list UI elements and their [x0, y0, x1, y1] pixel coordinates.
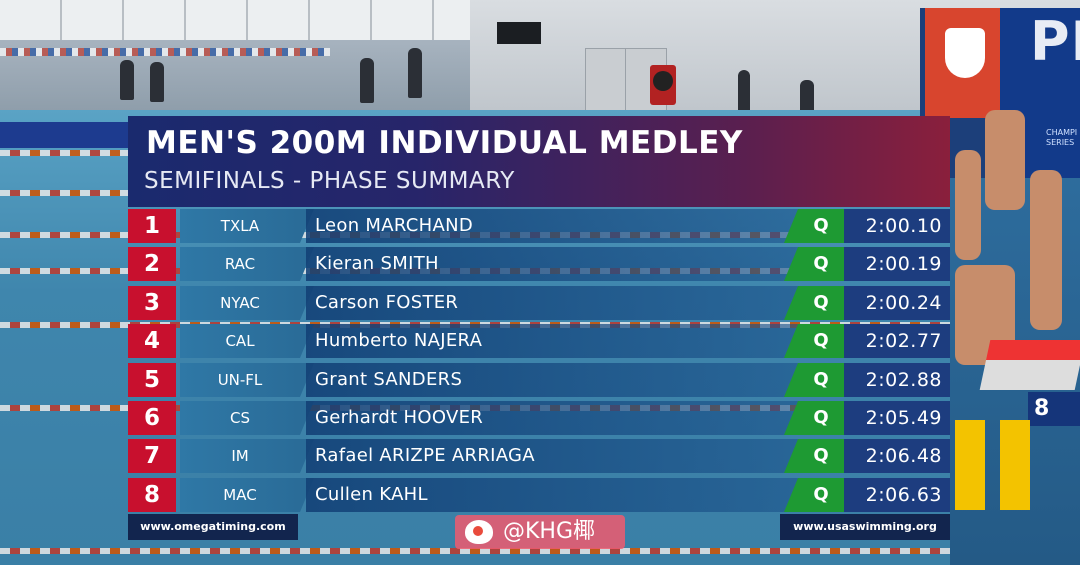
flag-string — [0, 48, 330, 56]
banner-small-text: CHAMPI SERIES — [1046, 128, 1078, 147]
rank: 6 — [128, 400, 176, 435]
swimmer — [985, 110, 1025, 210]
official — [800, 80, 814, 112]
club-code: IM — [180, 439, 314, 474]
club-code: MAC — [180, 477, 314, 512]
banner-text: PR — [1030, 10, 1080, 73]
qualifier-badge: Q — [784, 362, 844, 397]
qualifier-badge: Q — [784, 285, 844, 320]
result-time: 2:00.10 — [844, 209, 950, 243]
athlete-name: Cullen KAHL — [315, 483, 428, 505]
qualifier-badge: Q — [784, 477, 844, 512]
name-bar — [306, 477, 798, 512]
result-time: 2:06.48 — [844, 439, 950, 474]
usa-swimming-shield-icon — [945, 28, 985, 78]
touchpad — [955, 420, 985, 510]
name-bar — [306, 400, 798, 435]
club-code: CS — [180, 400, 314, 435]
athlete-name: Carson FOSTER — [315, 291, 459, 313]
event-title: MEN'S 200M INDIVIDUAL MEDLEY — [146, 125, 743, 161]
result-time: 2:02.77 — [844, 324, 950, 359]
athlete-name: Grant SANDERS — [315, 368, 463, 390]
result-row: 2 RAC Kieran SMITH Q 2:00.19 — [128, 245, 950, 283]
name-bar — [306, 362, 798, 397]
result-time: 2:02.88 — [844, 362, 950, 397]
result-row: 1 TXLA Leon MARCHAND Q 2:00.10 — [128, 207, 950, 245]
name-bar — [306, 324, 798, 359]
athlete-name: Gerhardt HOOVER — [315, 406, 484, 428]
rank: 5 — [128, 362, 176, 397]
qualifier-badge: Q — [784, 247, 844, 282]
athlete-name: Kieran SMITH — [315, 253, 439, 275]
event-subtitle: SEMIFINALS - PHASE SUMMARY — [144, 168, 515, 194]
name-bar — [306, 285, 798, 320]
result-row: 7 IM Rafael ARIZPE ARRIAGA Q 2:06.48 — [128, 437, 950, 475]
event-header: MEN'S 200M INDIVIDUAL MEDLEY SEMIFINALS … — [128, 116, 950, 207]
spectator — [360, 58, 374, 103]
qualifier-badge: Q — [784, 209, 844, 243]
rank: 7 — [128, 439, 176, 474]
ceiling-grid — [0, 0, 470, 40]
club-code: TXLA — [180, 209, 314, 243]
result-row: 6 CS Gerhardt HOOVER Q 2:05.49 — [128, 399, 950, 437]
rank: 8 — [128, 477, 176, 512]
spectator — [120, 60, 134, 100]
club-code: NYAC — [180, 285, 314, 320]
omega-timing-url: www.omegatiming.com — [128, 514, 298, 540]
athlete-name: Leon MARCHAND — [315, 215, 474, 236]
block-number: 8 — [1028, 392, 1080, 426]
swimmer — [1030, 170, 1062, 330]
name-bar — [306, 247, 798, 282]
pace-clock — [650, 65, 676, 105]
championship-banner-left — [0, 122, 128, 148]
spectator — [408, 48, 422, 98]
touchpad — [1000, 420, 1030, 510]
club-code: RAC — [180, 247, 314, 282]
result-time: 2:00.24 — [844, 285, 950, 320]
result-time: 2:05.49 — [844, 400, 950, 435]
door-left — [585, 48, 627, 112]
result-time: 2:00.19 — [844, 247, 950, 282]
watermark: @KHG椰 — [455, 515, 625, 549]
weibo-icon — [465, 520, 493, 544]
qualifier-badge: Q — [784, 400, 844, 435]
name-bar — [306, 439, 798, 474]
swimmer-standing — [738, 70, 750, 112]
graphic-footer: www.omegatiming.com www.usaswimming.org — [128, 514, 950, 540]
result-row: 3 NYAC Carson FOSTER Q 2:00.24 — [128, 284, 950, 322]
result-row: 8 MAC Cullen KAHL Q 2:06.63 — [128, 476, 950, 514]
result-row: 4 CAL Humberto NAJERA Q 2:02.77 — [128, 322, 950, 360]
club-code: UN-FL — [180, 362, 314, 397]
name-bar — [306, 209, 798, 243]
swimmer — [955, 150, 981, 260]
athlete-name: Humberto NAJERA — [315, 330, 483, 352]
rank: 3 — [128, 285, 176, 320]
lane-rope — [0, 548, 1080, 554]
athlete-name: Rafael ARIZPE ARRIAGA — [315, 445, 535, 467]
usa-swimming-url: www.usaswimming.org — [780, 514, 950, 540]
results-table: 1 TXLA Leon MARCHAND Q 2:00.10 2 RAC Kie… — [128, 207, 950, 514]
scoreboard-small — [497, 22, 541, 44]
watermark-text: @KHG椰 — [503, 519, 596, 544]
rank: 1 — [128, 209, 176, 243]
club-code: CAL — [180, 324, 314, 359]
qualifier-badge: Q — [784, 439, 844, 474]
spectator — [150, 62, 164, 102]
rank: 4 — [128, 324, 176, 359]
starting-block — [979, 340, 1080, 390]
result-row: 5 UN-FL Grant SANDERS Q 2:02.88 — [128, 361, 950, 399]
qualifier-badge: Q — [784, 324, 844, 359]
result-time: 2:06.63 — [844, 477, 950, 512]
rank: 2 — [128, 247, 176, 282]
